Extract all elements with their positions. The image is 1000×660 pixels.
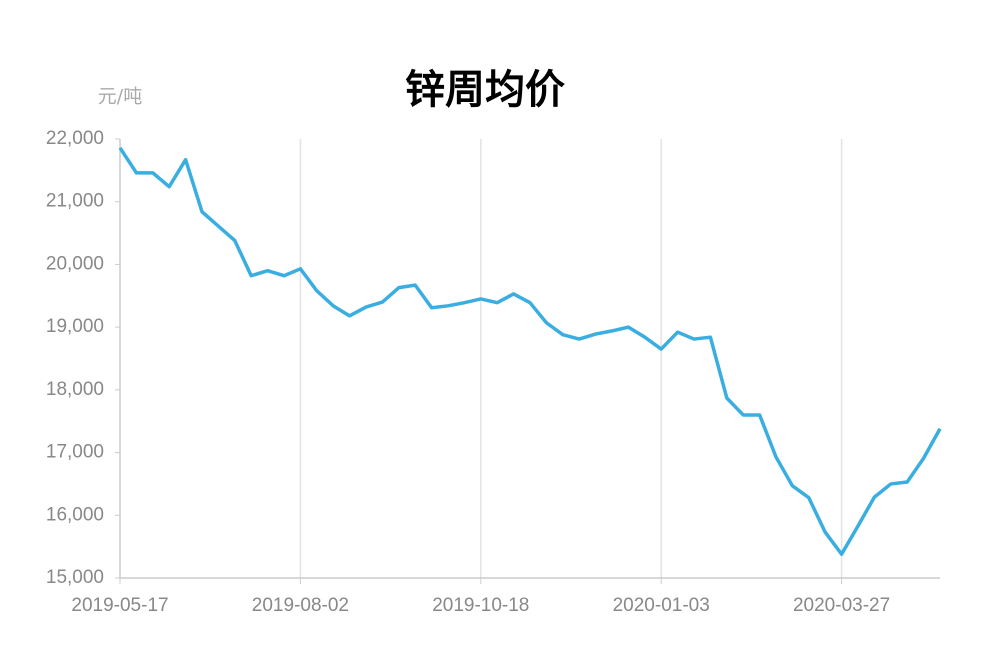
y-tick-label: 18,000 (46, 379, 104, 400)
y-tick-label: 15,000 (46, 567, 104, 588)
chart-title: 锌周均价 (405, 67, 565, 113)
x-tick-label: 2019-05-17 (71, 595, 168, 616)
x-tick-label: 2020-01-03 (613, 595, 710, 616)
y-tick-label: 19,000 (46, 316, 104, 337)
y-axis-label: 元/吨 (98, 86, 142, 108)
x-tick-label: 2019-10-18 (432, 595, 529, 616)
x-tick-label: 2019-08-02 (252, 595, 349, 616)
line (118, 146, 942, 556)
y-tick-label: 22,000 (46, 128, 104, 149)
y-tick-label: 21,000 (46, 191, 104, 212)
y-tick-label: 20,000 (46, 253, 104, 274)
y-tick-label: 16,000 (46, 504, 104, 525)
y-tick-label: 17,000 (46, 442, 104, 463)
x-tick-label: 2020-03-27 (793, 595, 890, 616)
